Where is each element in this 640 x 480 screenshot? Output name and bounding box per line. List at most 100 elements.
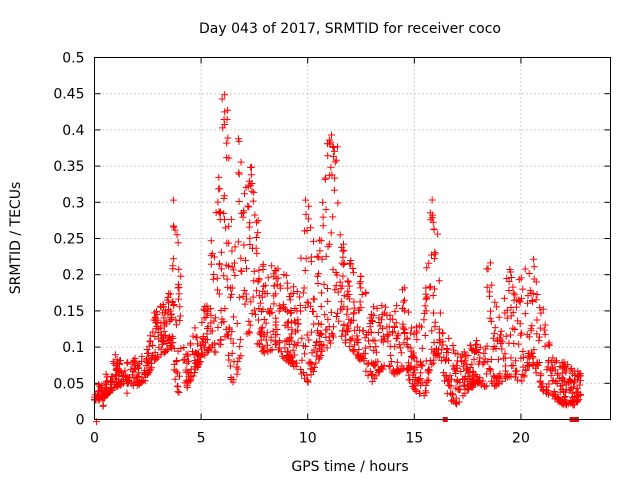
- data-point: [174, 387, 182, 395]
- data-point: [173, 356, 181, 364]
- data-point: [382, 303, 390, 311]
- data-point: [270, 282, 278, 290]
- data-point: [329, 266, 337, 274]
- y-tick-label: 0.45: [53, 87, 84, 103]
- data-point: [296, 293, 304, 301]
- data-point: [530, 255, 538, 263]
- data-point: [151, 333, 159, 341]
- data-point: [370, 346, 378, 354]
- data-point: [350, 348, 358, 356]
- data-point: [354, 335, 362, 343]
- data-point: [281, 344, 289, 352]
- data-point: [422, 295, 430, 303]
- data-point: [453, 377, 461, 385]
- data-point: [387, 351, 395, 359]
- data-point: [131, 361, 139, 369]
- data-point: [314, 280, 322, 288]
- data-point: [302, 210, 310, 218]
- data-point: [223, 239, 231, 247]
- data-point: [524, 350, 532, 358]
- data-point: [180, 343, 188, 351]
- data-point: [258, 343, 266, 351]
- x-tick-label: 0: [90, 431, 99, 447]
- data-point: [467, 341, 475, 349]
- y-tick-label: 0.3: [62, 195, 84, 211]
- data-point: [303, 298, 311, 306]
- data-point: [266, 346, 274, 354]
- data-point: [408, 354, 416, 362]
- data-point: [525, 269, 533, 277]
- data-point: [460, 359, 468, 367]
- data-point: [498, 345, 506, 353]
- data-point: [413, 357, 421, 365]
- data-point: [567, 378, 575, 386]
- data-point: [350, 304, 358, 312]
- data-point: [453, 364, 461, 372]
- x-tick-label: 5: [197, 431, 206, 447]
- data-point: [168, 298, 176, 306]
- data-point: [256, 299, 264, 307]
- data-point: [255, 276, 263, 284]
- data-point: [141, 377, 149, 385]
- data-point: [224, 106, 232, 114]
- y-tick-label: 0.4: [62, 123, 84, 139]
- data-point: [487, 307, 495, 315]
- data-point: [247, 163, 255, 171]
- data-point: [448, 391, 456, 399]
- data-point: [245, 328, 253, 336]
- data-point: [443, 344, 451, 352]
- data-point: [445, 381, 453, 389]
- data-point: [339, 247, 347, 255]
- data-point: [445, 356, 453, 364]
- data-point: [177, 272, 185, 280]
- data-point: [511, 373, 519, 381]
- data-point: [297, 254, 305, 262]
- data-point: [273, 280, 281, 288]
- data-point: [158, 331, 166, 339]
- data-point: [360, 350, 368, 358]
- data-point: [450, 346, 458, 354]
- data-point: [502, 367, 510, 375]
- data-point: [427, 251, 435, 259]
- data-point: [169, 265, 177, 273]
- data-point: [301, 266, 309, 274]
- data-point: [118, 368, 126, 376]
- data-point: [246, 234, 254, 242]
- data-point: [254, 229, 262, 237]
- data-point: [171, 226, 179, 234]
- data-point: [128, 371, 136, 379]
- data-point: [298, 370, 306, 378]
- data-point: [259, 347, 267, 355]
- data-point: [518, 294, 526, 302]
- data-point: [415, 390, 423, 398]
- data-point: [444, 377, 452, 385]
- data-point: [507, 331, 515, 339]
- data-point: [436, 309, 444, 317]
- data-point: [233, 370, 241, 378]
- data-point: [493, 303, 501, 311]
- data-point: [541, 330, 549, 338]
- data-point: [144, 370, 152, 378]
- data-point: [385, 331, 393, 339]
- data-point: [274, 346, 282, 354]
- data-point: [207, 260, 215, 268]
- y-axis-label: SRMTID / TECUs: [8, 182, 24, 295]
- data-point: [370, 311, 378, 319]
- data-point: [230, 358, 238, 366]
- data-point: [272, 267, 280, 275]
- data-point: [135, 364, 143, 372]
- data-point: [396, 344, 404, 352]
- data-point: [201, 339, 209, 347]
- data-point: [343, 310, 351, 318]
- data-point: [172, 358, 180, 366]
- data-point: [252, 233, 260, 241]
- data-point: [533, 291, 541, 299]
- data-point: [146, 332, 154, 340]
- data-point: [188, 348, 196, 356]
- data-point: [524, 292, 532, 300]
- data-point: [340, 322, 348, 330]
- data-point: [530, 275, 538, 283]
- data-point: [304, 376, 312, 384]
- data-point: [270, 292, 278, 300]
- data-point: [442, 373, 450, 381]
